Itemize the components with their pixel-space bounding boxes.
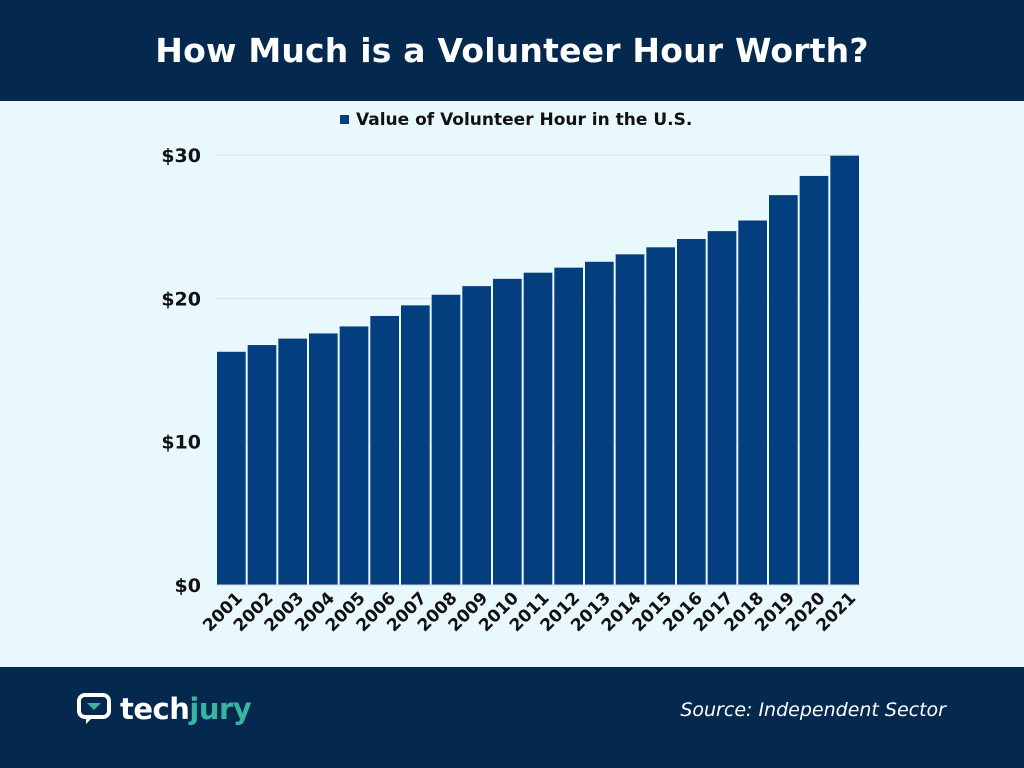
bar-2008[interactable] xyxy=(431,294,461,585)
bar-2015[interactable] xyxy=(646,247,675,585)
chart-title: How Much is a Volunteer Hour Worth? xyxy=(155,31,869,70)
logo-wordmark: techjury xyxy=(120,692,252,726)
source-note: Source: Independent Sector xyxy=(680,699,946,721)
bar-2004[interactable] xyxy=(309,333,338,585)
bar-chart: $0$10$20$3020012002200320042005200620072… xyxy=(161,110,860,636)
bar-2018[interactable] xyxy=(738,220,767,585)
bar-2003[interactable] xyxy=(278,338,307,585)
logo-jury-text: jury xyxy=(189,692,252,726)
legend-swatch xyxy=(340,115,349,124)
header-banner: How Much is a Volunteer Hour Worth? xyxy=(0,0,1024,101)
bar-2013[interactable] xyxy=(585,261,614,585)
techjury-logo[interactable]: techjury xyxy=(76,689,252,729)
bar-2010[interactable] xyxy=(493,278,522,585)
y-tick-label: $10 xyxy=(161,432,201,454)
bar-2005[interactable] xyxy=(339,326,369,585)
bar-2020[interactable] xyxy=(799,175,829,585)
bar-2019[interactable] xyxy=(769,195,798,585)
bar-2009[interactable] xyxy=(462,286,491,585)
bar-2014[interactable] xyxy=(615,254,645,585)
bar-2001[interactable] xyxy=(217,351,246,585)
footer-banner: techjury Source: Independent Sector xyxy=(0,667,1024,768)
bar-2012[interactable] xyxy=(554,267,583,585)
bar-2002[interactable] xyxy=(247,345,277,585)
logo-tech-text: tech xyxy=(120,692,190,726)
bar-2016[interactable] xyxy=(677,238,706,585)
bar-2007[interactable] xyxy=(401,305,430,585)
y-tick-label: $0 xyxy=(175,575,201,597)
bar-2021[interactable] xyxy=(830,155,859,585)
legend-label: Value of Volunteer Hour in the U.S. xyxy=(356,110,692,130)
bar-2006[interactable] xyxy=(370,315,399,585)
y-tick-label: $30 xyxy=(161,145,201,167)
y-tick-label: $20 xyxy=(161,288,201,310)
bar-2017[interactable] xyxy=(707,231,737,586)
chat-bubble-icon xyxy=(76,692,112,726)
chart-area: $0 $10 $20 $30 2001 2002 2003 2004 2005 2006 2007 2… xyxy=(0,101,1024,667)
bar-2011[interactable] xyxy=(523,272,553,585)
